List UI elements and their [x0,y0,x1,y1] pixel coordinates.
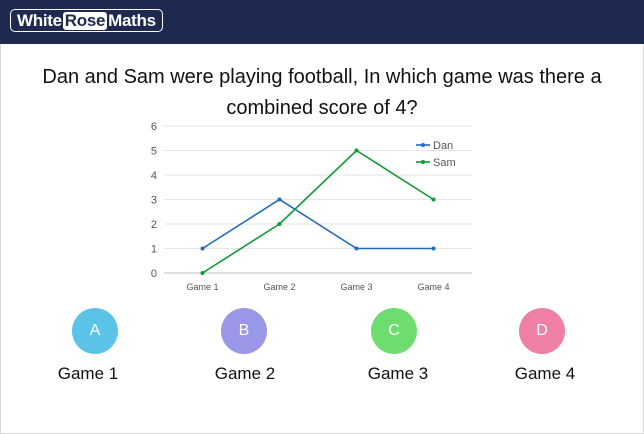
y-tick-label: 1 [151,244,157,256]
x-tick-label: Game 3 [340,282,372,292]
series-line-sam [202,149,434,274]
data-point-dan [200,246,205,251]
legend-marker-dan [421,143,425,147]
option-b-button[interactable]: B [221,308,267,354]
option-a-button[interactable]: A [72,308,118,354]
data-point-dan [354,246,359,251]
option-a-label: Game 1 [57,364,119,383]
legend-marker-sam [421,160,425,164]
legend-label-dan: Dan [433,140,453,152]
y-tick-label: 6 [151,121,157,133]
y-tick-label: 0 [151,268,157,280]
x-tick-label: Game 1 [186,282,218,292]
header-bar: White Rose Maths [0,0,644,44]
white-rose-maths-logo: White Rose Maths [10,9,163,32]
line-chart: 0 1 2 3 4 5 6 Game 1 Game 2 Game 3 Game 4 Dan Sam [151,121,472,292]
data-point-sam [200,271,205,275]
option-d-label: Game 4 [514,364,576,383]
option-d-button[interactable]: D [519,308,565,354]
option-c-label: Game 3 [367,364,429,383]
data-point-dan [277,197,282,202]
y-tick-label: 5 [151,146,157,158]
option-b-label: Game 2 [214,364,276,383]
legend-label-sam: Sam [433,157,456,169]
x-tick-label: Game 4 [417,282,449,292]
y-tick-label: 3 [151,195,157,207]
series-line-dan [202,198,434,250]
data-point-dan [431,246,436,251]
logo-text-rose: Rose [62,10,108,30]
logo-text-white: White [17,10,62,30]
option-c-button[interactable]: C [371,308,417,354]
question-text: Dan and Sam were playing football, In wh… [42,66,602,119]
data-point-sam [431,197,436,202]
data-point-sam [277,222,282,226]
y-tick-label: 4 [151,170,157,182]
x-tick-label: Game 2 [263,282,295,292]
logo-text-maths: Maths [108,10,156,30]
data-point-sam [354,148,359,153]
y-tick-label: 2 [151,219,157,231]
